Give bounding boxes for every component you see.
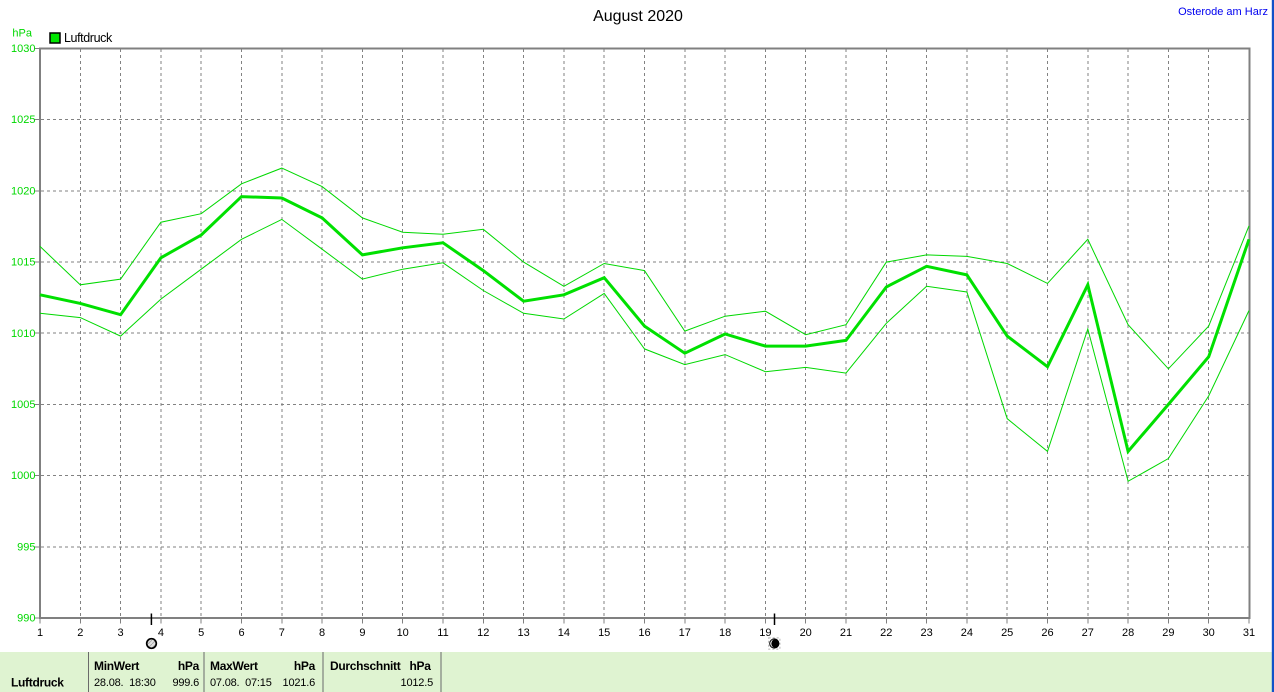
svg-text:28: 28 <box>1122 627 1134 639</box>
svg-text:16: 16 <box>638 627 650 639</box>
svg-text:hPa: hPa <box>12 28 32 40</box>
svg-text:1020: 1020 <box>11 185 35 197</box>
svg-text:23: 23 <box>920 627 932 639</box>
svg-text:Luftdruck: Luftdruck <box>11 676 64 690</box>
svg-text:1030: 1030 <box>11 43 35 55</box>
svg-text:995: 995 <box>17 541 35 553</box>
svg-text:MaxWert: MaxWert <box>210 659 258 673</box>
svg-text:Durchschnitt hPa: Durchschnitt hPa <box>330 659 431 673</box>
svg-text:2: 2 <box>77 627 83 639</box>
svg-text:31: 31 <box>1243 627 1255 639</box>
svg-text:21: 21 <box>840 627 852 639</box>
svg-text:1012.5: 1012.5 <box>401 677 434 689</box>
svg-text:1005: 1005 <box>11 399 35 411</box>
svg-text:19: 19 <box>759 627 771 639</box>
svg-text:22: 22 <box>880 627 892 639</box>
svg-text:10: 10 <box>397 627 409 639</box>
svg-text:999.6: 999.6 <box>172 677 199 689</box>
svg-text:18: 18 <box>719 627 731 639</box>
svg-text:8: 8 <box>319 627 325 639</box>
svg-text:20: 20 <box>800 627 812 639</box>
svg-text:11: 11 <box>437 627 448 639</box>
svg-text:Luftdruck: Luftdruck <box>64 31 113 45</box>
svg-text:Osterode am Harz: Osterode am Harz <box>1178 6 1268 18</box>
svg-text:17: 17 <box>679 627 691 639</box>
svg-text:9: 9 <box>359 627 365 639</box>
svg-text:hPa: hPa <box>294 659 316 673</box>
svg-text:1010: 1010 <box>11 328 35 340</box>
svg-text:hPa: hPa <box>178 659 200 673</box>
svg-text:4: 4 <box>158 627 164 639</box>
svg-text:07.08. 07:15: 07.08. 07:15 <box>210 677 272 689</box>
svg-text:1000: 1000 <box>11 470 35 482</box>
svg-text:1021.6: 1021.6 <box>283 677 316 689</box>
svg-text:1: 1 <box>37 627 43 639</box>
svg-text:26: 26 <box>1041 627 1053 639</box>
svg-text:5: 5 <box>198 627 204 639</box>
svg-text:7: 7 <box>279 627 285 639</box>
svg-text:3: 3 <box>118 627 124 639</box>
svg-text:August 2020: August 2020 <box>593 8 683 25</box>
svg-text:6: 6 <box>238 627 244 639</box>
svg-text:29: 29 <box>1162 627 1174 639</box>
svg-text:14: 14 <box>558 627 570 639</box>
svg-text:27: 27 <box>1082 627 1094 639</box>
svg-text:28.08. 18:30: 28.08. 18:30 <box>94 677 156 689</box>
svg-text:25: 25 <box>1001 627 1013 639</box>
svg-text:1025: 1025 <box>11 114 35 126</box>
svg-text:990: 990 <box>17 613 35 625</box>
svg-text:30: 30 <box>1203 627 1215 639</box>
svg-text:MinWert: MinWert <box>94 659 139 673</box>
svg-text:1015: 1015 <box>11 257 35 269</box>
svg-text:13: 13 <box>517 627 529 639</box>
svg-text:24: 24 <box>961 627 973 639</box>
svg-text:15: 15 <box>598 627 610 639</box>
svg-text:12: 12 <box>477 627 489 639</box>
